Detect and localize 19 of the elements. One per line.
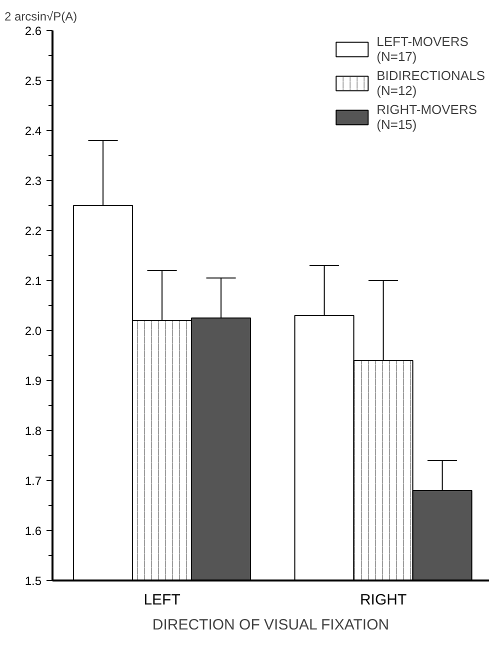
y-tick-label: 1.9 (24, 374, 42, 388)
x-tick-label: RIGHT (360, 592, 407, 608)
y-tick-label: 1.5 (24, 574, 42, 588)
legend-label: BIDIRECTIONALS (N=12) (376, 68, 485, 98)
y-tick-label: 2.6 (24, 24, 42, 38)
y-tick-label: 1.8 (24, 424, 42, 438)
y-tick-label: 2.0 (24, 324, 42, 338)
x-axis-title: DIRECTION OF VISUAL FIXATION (152, 616, 390, 634)
y-tick-label: 2.4 (24, 124, 42, 138)
y-tick-label: 1.6 (24, 524, 42, 538)
y-axis-title: 2 arcsin√P(A) (4, 10, 78, 24)
y-tick-label: 2.1 (24, 274, 42, 288)
y-tick-label: 2.2 (24, 224, 42, 238)
y-tick-label: 2.3 (24, 174, 42, 188)
x-tick-label: LEFT (144, 592, 180, 608)
y-tick-label: 2.5 (24, 74, 42, 88)
legend-label: LEFT-MOVERS (N=17) (376, 34, 468, 64)
legend-label: RIGHT-MOVERS (N=15) (376, 102, 478, 132)
y-tick-label: 1.7 (24, 474, 42, 488)
